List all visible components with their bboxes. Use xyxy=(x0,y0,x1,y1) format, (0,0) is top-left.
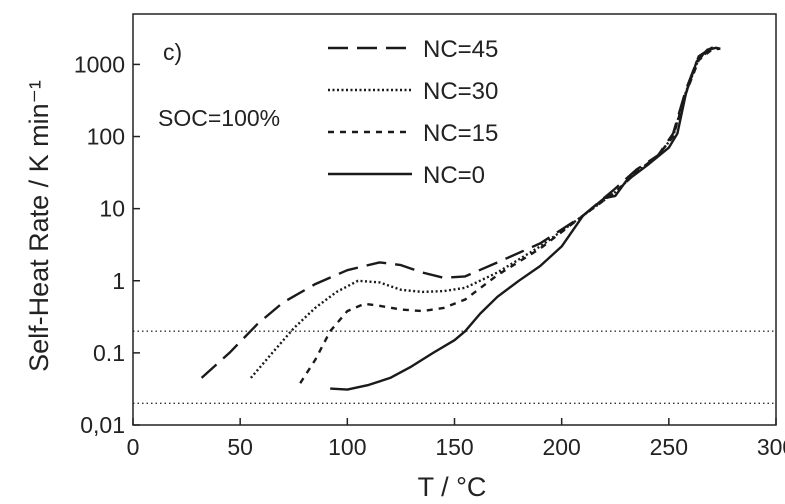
series-line-nc-15 xyxy=(299,47,721,384)
y-tick-label: 10 xyxy=(99,196,125,222)
axis-ticks: 0 50 100 150 200 250 300 0,01 0.1 1 10 100 1000 xyxy=(74,51,785,460)
x-tick-label: 150 xyxy=(435,434,473,460)
panel-label: c) xyxy=(163,39,182,65)
y-tick-label: 100 xyxy=(87,124,125,150)
plot-frame xyxy=(132,13,777,426)
y-tick-label: 0,01 xyxy=(80,412,125,438)
y-tick-label: 1000 xyxy=(74,51,125,77)
x-tick-label: 300 xyxy=(757,434,785,460)
legend-label: NC=0 xyxy=(423,162,485,189)
x-axis-title: T / °C xyxy=(418,472,487,502)
series-line-nc-45 xyxy=(200,45,721,379)
series-line-nc-0 xyxy=(330,46,721,391)
series-lines xyxy=(200,45,721,391)
x-tick-label: 0 xyxy=(127,434,140,460)
soc-annotation: SOC=100% xyxy=(158,105,280,131)
y-axis-title: Self-Heat Rate / K min⁻¹ xyxy=(24,80,54,372)
x-tick-label: 50 xyxy=(227,434,253,460)
x-tick-label: 100 xyxy=(328,434,366,460)
legend-label: NC=30 xyxy=(423,78,498,105)
legend-label: NC=15 xyxy=(423,120,498,147)
legend: NC=45 NC=30 NC=15 NC=0 xyxy=(328,36,498,189)
x-tick-label: 250 xyxy=(650,434,688,460)
legend-label: NC=45 xyxy=(423,36,498,63)
y-tick-label: 0.1 xyxy=(93,340,125,366)
y-tick-label: 1 xyxy=(112,268,125,294)
x-tick-label: 200 xyxy=(542,434,580,460)
reference-lines xyxy=(133,330,776,404)
